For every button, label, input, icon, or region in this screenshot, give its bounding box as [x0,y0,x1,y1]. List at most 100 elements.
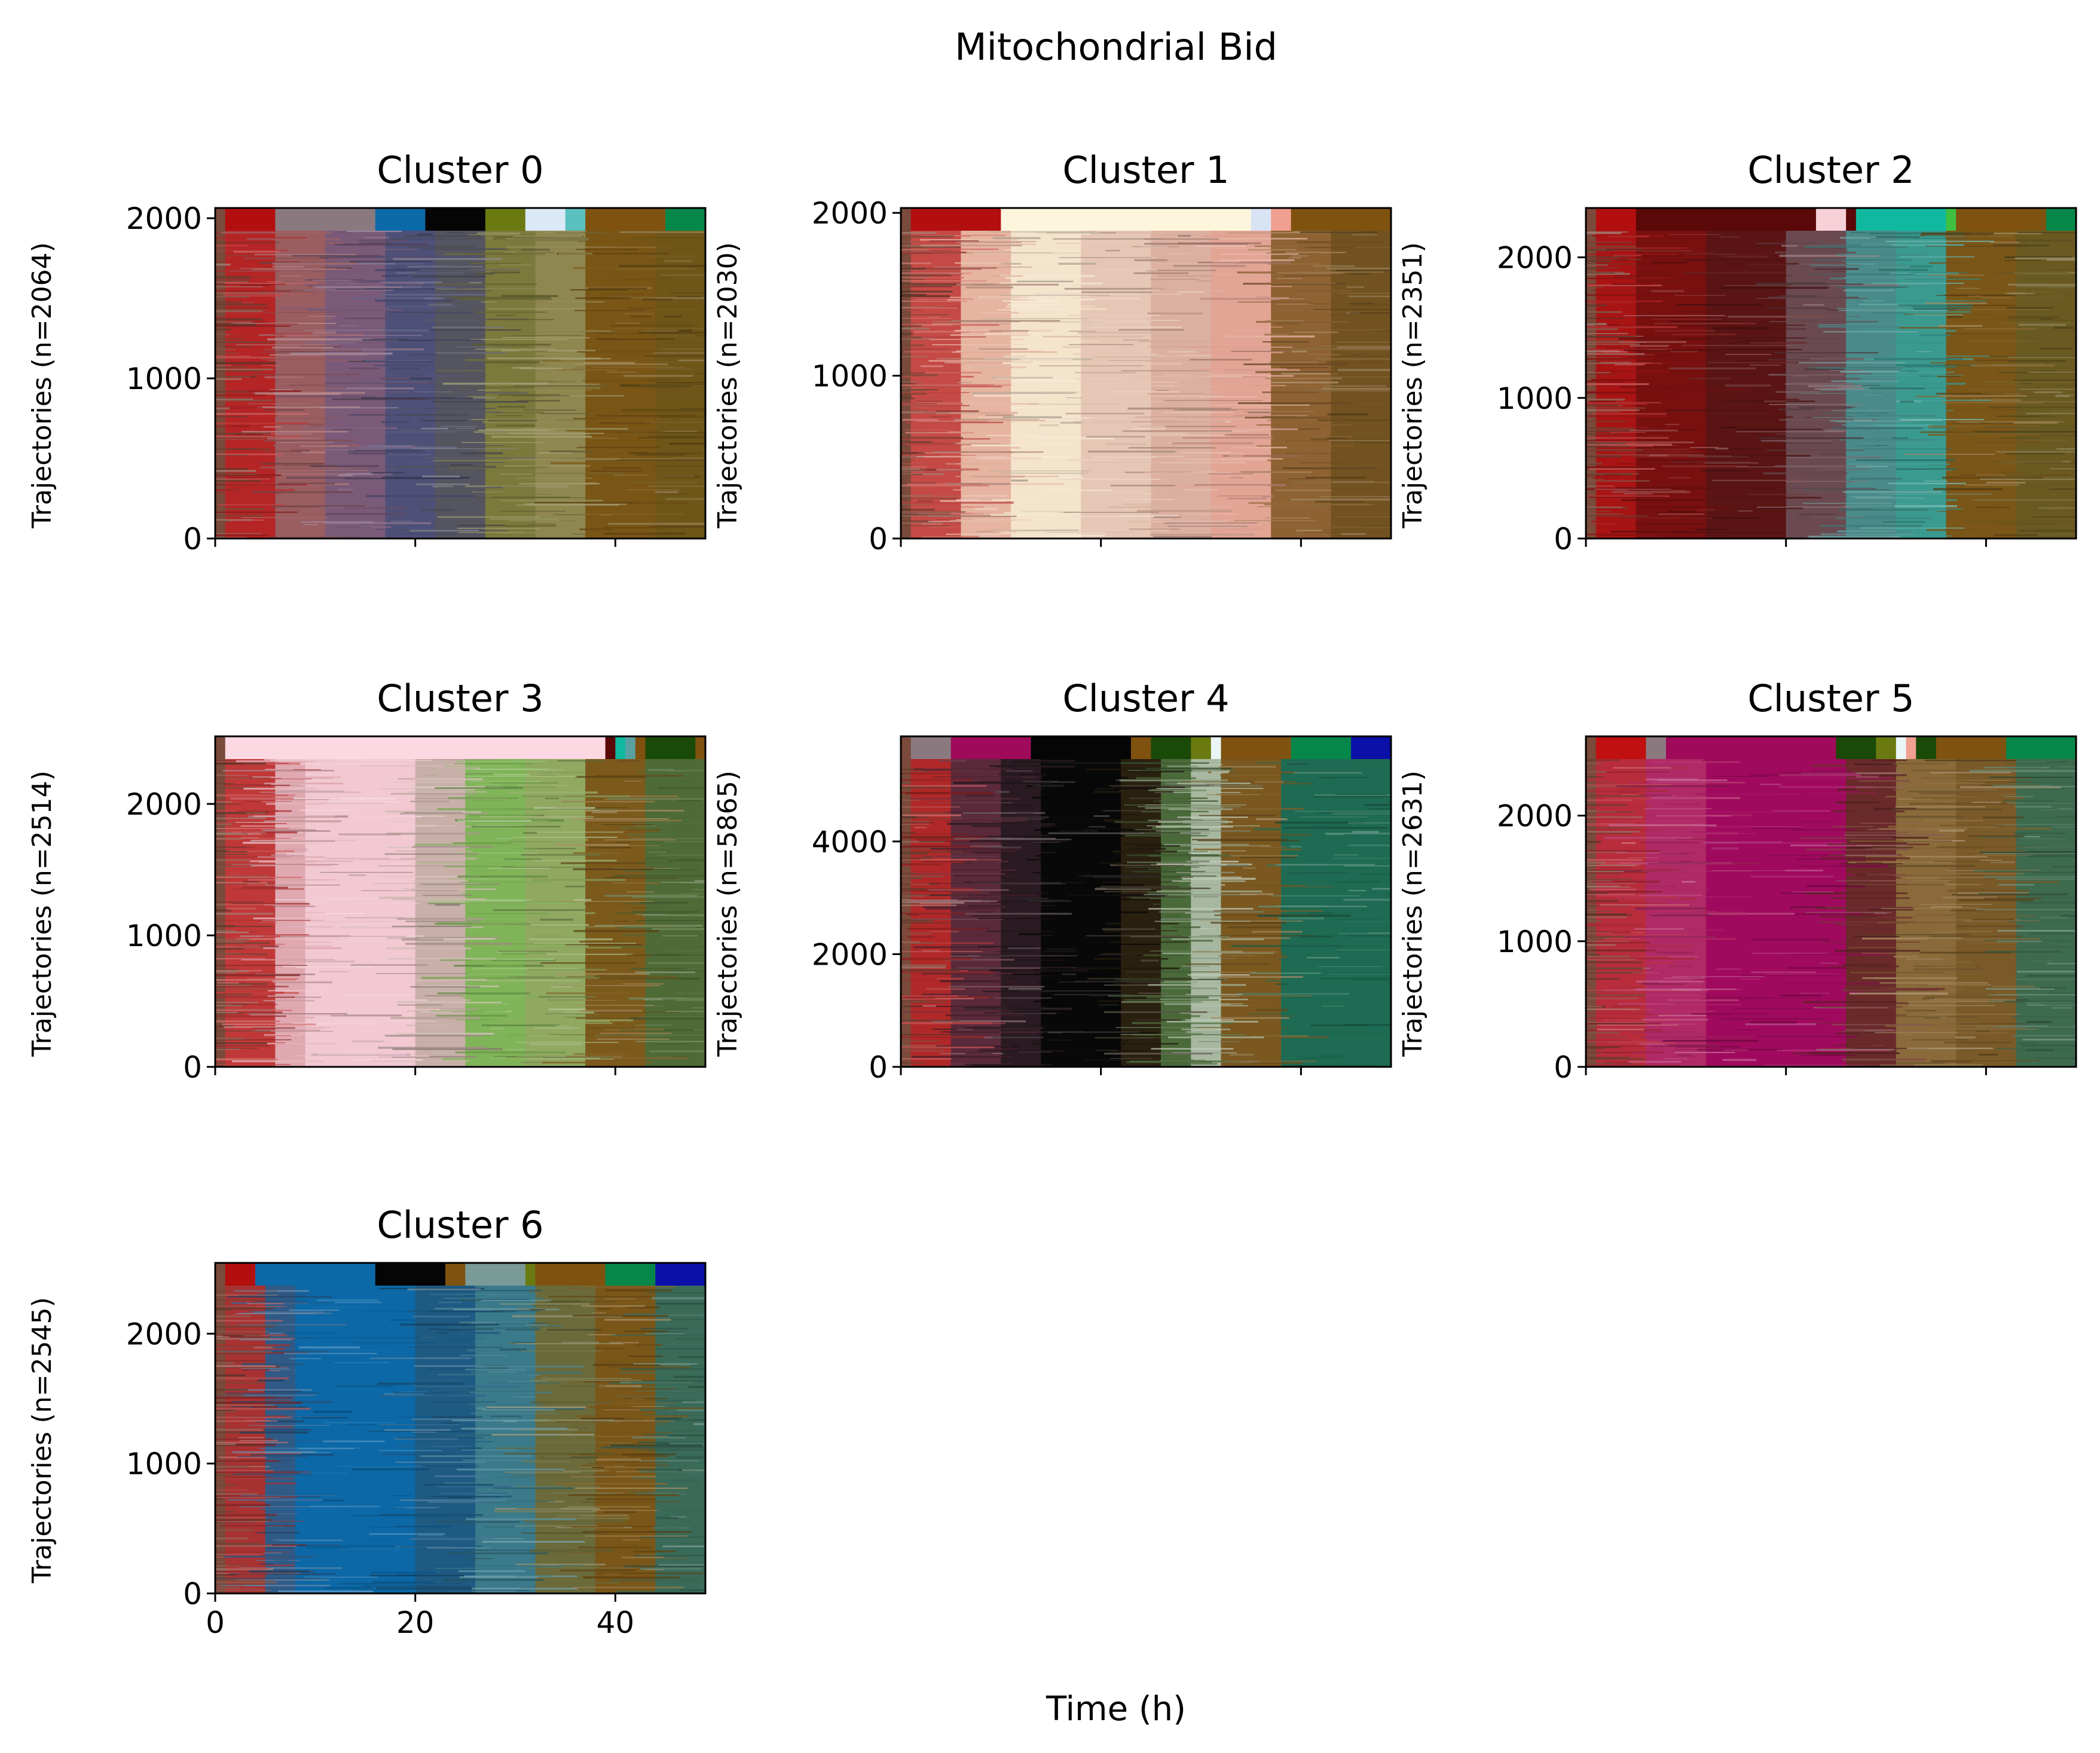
trajectory-streak [1063,512,1159,513]
trajectory-streak [1866,404,1894,406]
trajectory-streak [1586,408,1646,409]
trajectory-streak [1586,300,1663,302]
trajectory-streak [298,387,344,389]
trajectory-streak [1854,424,1875,427]
trajectory-streak [929,931,959,932]
trajectory-streak [631,1386,705,1388]
trajectory-streak [374,365,433,366]
trajectory-streak [1188,957,1237,959]
trajectory-streak [290,352,393,355]
trajectory-streak [668,860,705,861]
trajectory-streak [1586,335,1636,338]
trajectory-streak [620,385,691,387]
top-bar-segment [625,736,636,759]
trajectory-streak [1785,383,1879,386]
trajectory-streak [1222,956,1287,958]
trajectory-streak [1161,987,1218,989]
trajectory-streak [435,311,545,313]
trajectory-streak [977,535,999,537]
trajectory-streak [402,430,505,432]
trajectory-streak [421,1011,452,1013]
trajectory-streak [513,385,607,387]
trajectory-streak [1826,309,1846,311]
trajectory-streak [1233,520,1315,521]
trajectory-streak [271,505,366,507]
trajectory-streak [1147,393,1205,394]
trajectory-streak [1768,359,1849,360]
trajectory-streak [1586,779,1649,781]
trajectory-streak [2047,1025,2074,1027]
top-bar-segment [1936,736,2007,759]
trajectory-streak [483,980,580,981]
trajectory-streak [1145,319,1168,321]
heatmap-band [1151,208,1212,539]
trajectory-streak [1586,817,1627,819]
trajectory-streak [1586,480,1650,482]
trajectory-streak [1835,801,1879,804]
trajectory-streak [1160,1060,1205,1062]
trajectory-streak [1075,981,1164,983]
trajectory-streak [1963,328,2037,330]
trajectory-streak [225,283,319,284]
trajectory-streak [1843,491,1942,493]
trajectory-streak [1586,260,1611,262]
trajectory-streak [945,483,1010,485]
trajectory-streak [930,416,951,418]
trajectory-streak [1273,322,1301,325]
trajectory-streak [1125,770,1184,773]
trajectory-streak [1911,1039,1968,1041]
top-bar-segment [465,1263,526,1286]
trajectory-streak [1737,429,1823,430]
trajectory-streak [215,301,242,304]
trajectory-streak [215,823,233,825]
trajectory-streak [1303,436,1353,438]
trajectory-streak [1105,250,1120,252]
trajectory-streak [915,400,943,402]
trajectory-streak [551,1517,630,1519]
trajectory-streak [500,1303,589,1305]
trajectory-streak [588,1532,610,1533]
trajectory-streak [263,426,282,428]
trajectory-streak [1777,1050,1890,1051]
trajectory-streak [531,1053,561,1054]
trajectory-streak [215,984,251,986]
trajectory-streak [488,308,586,310]
trajectory-streak [1691,1013,1769,1015]
trajectory-streak [424,995,464,996]
trajectory-streak [1586,256,1621,258]
trajectory-streak [901,845,982,848]
trajectory-streak [1857,375,1963,376]
trajectory-streak [678,843,705,845]
trajectory-streak [1727,263,1799,265]
trajectory-streak [1663,977,1705,979]
trajectory-streak [1586,944,1616,946]
trajectory-streak [1586,1051,1602,1054]
trajectory-streak [215,507,265,510]
trajectory-streak [1856,776,1879,778]
trajectory-streak [304,1576,378,1578]
trajectory-streak [437,1441,493,1442]
trajectory-streak [1594,250,1692,252]
trajectory-streak [250,840,335,842]
trajectory-streak [1090,994,1106,997]
trajectory-streak [582,380,656,381]
trajectory-streak [215,1453,302,1454]
trajectory-streak [1894,815,1965,818]
trajectory-streak [1211,1017,1289,1019]
trajectory-streak [1146,996,1209,999]
trajectory-streak [634,1344,662,1346]
trajectory-streak [215,468,248,470]
trajectory-streak [1586,409,1640,411]
trajectory-streak [635,1024,673,1026]
trajectory-streak [1109,1050,1148,1053]
trajectory-streak [653,1044,687,1045]
trajectory-streak [410,1538,494,1540]
trajectory-streak [512,395,570,397]
trajectory-streak [391,238,483,240]
trajectory-streak [1152,827,1178,829]
trajectory-streak [573,267,686,269]
trajectory-streak [1841,261,1859,262]
trajectory-streak [1893,955,1919,958]
trajectory-streak [1925,302,1987,304]
trajectory-streak [635,1469,681,1470]
